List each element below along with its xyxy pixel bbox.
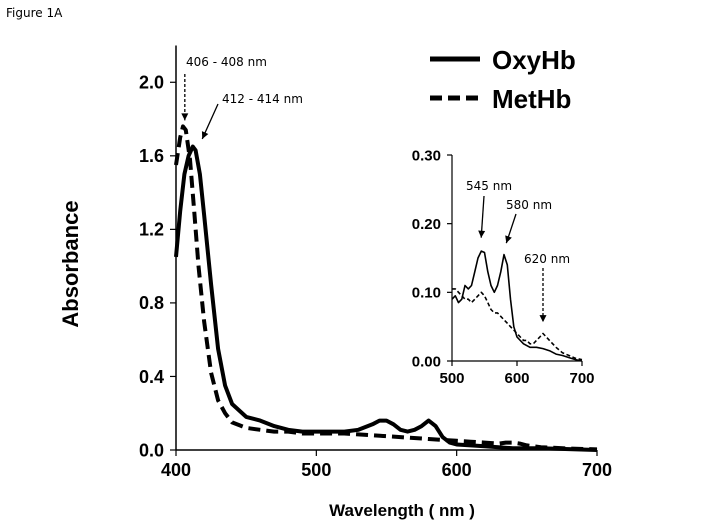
y-tick-label: 0.8 [139, 293, 164, 313]
x-tick-label: 500 [301, 460, 331, 480]
y-tick-label: 0.10 [412, 285, 441, 302]
inset-chart: 0.00 0.10 0.20 0.30 500 600 700 545 nm 580 nm 6… [412, 147, 595, 387]
annotation-arrow-406-408-head [181, 113, 189, 121]
y-tick-label: 0.00 [412, 353, 441, 370]
inset-y-ticks: 0.00 0.10 0.20 0.30 [412, 147, 452, 370]
y-tick-label: 1.2 [139, 220, 164, 240]
y-tick-label: 0.0 [139, 440, 164, 460]
y-tick-label: 0.4 [139, 367, 164, 387]
x-tick-label: 600 [504, 370, 529, 387]
annotation-arrow-620-head [539, 315, 547, 323]
inset-annotations: 545 nm 580 nm 620 nm [466, 179, 570, 323]
annotation-620: 620 nm [524, 252, 570, 266]
inset-x-ticks: 500 600 700 [439, 361, 595, 387]
series-line-oxyhb [174, 144, 598, 452]
x-tick-label: 700 [582, 460, 612, 480]
x-tick-label: 600 [442, 460, 472, 480]
main-annotations: 406 - 408 nm 412 - 414 nm [181, 55, 303, 140]
x-tick-label: 700 [569, 370, 594, 387]
legend-label-oxyhb: OxyHb [492, 45, 576, 75]
annotation-580: 580 nm [506, 198, 552, 212]
annotation-arrow-545-head [478, 230, 486, 238]
main-chart: 0.0 0.4 0.8 1.2 1.6 2.0 400 500 600 700 Absorban… [58, 45, 612, 520]
x-tick-label: 400 [161, 460, 191, 480]
series-line-methb [174, 124, 598, 452]
annotation-406-408: 406 - 408 nm [186, 55, 267, 69]
y-tick-label: 0.30 [412, 147, 441, 164]
y-tick-label: 0.20 [412, 216, 441, 233]
main-series [174, 124, 598, 452]
legend-label-methb: MetHb [492, 84, 571, 114]
x-tick-label: 500 [439, 370, 464, 387]
main-y-ticks: 0.0 0.4 0.8 1.2 1.6 2.0 [139, 73, 176, 460]
y-tick-label: 1.6 [139, 146, 164, 166]
annotation-arrow-580-head [505, 235, 512, 244]
figure-label: Figure 1A [6, 6, 63, 20]
inset-series [451, 250, 583, 362]
y-axis-title: Absorbance [58, 200, 83, 327]
annotation-arrow-412-414-head [201, 131, 209, 139]
x-axis-title: Wavelength ( nm ) [329, 501, 475, 520]
legend: OxyHb MetHb [430, 45, 576, 114]
series-line-methb [452, 288, 583, 361]
annotation-545: 545 nm [466, 179, 512, 193]
annotation-412-414: 412 - 414 nm [222, 92, 303, 106]
y-tick-label: 2.0 [139, 73, 164, 93]
main-x-ticks: 400 500 600 700 [161, 450, 612, 480]
series-line-oxyhb [451, 250, 583, 362]
